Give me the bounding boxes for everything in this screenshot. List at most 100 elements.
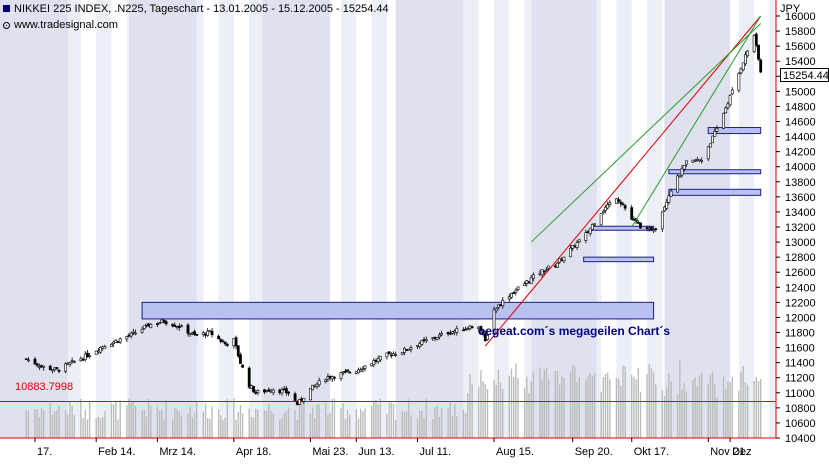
candle-body bbox=[453, 330, 457, 333]
volume-bar bbox=[497, 369, 500, 438]
volume-bar bbox=[392, 403, 395, 438]
candle-body bbox=[33, 358, 37, 365]
date-axis: 17. Feb 14. Mrz 14. Apr 18. Mai 23. Jun 13. Ju… bbox=[0, 437, 776, 458]
candle-body bbox=[55, 367, 59, 370]
candle-body bbox=[416, 345, 419, 347]
candle-body bbox=[621, 203, 625, 206]
volume-bar bbox=[362, 411, 364, 438]
y-tick-label: 10800 bbox=[785, 403, 816, 415]
candle-body bbox=[569, 247, 572, 258]
week-band bbox=[463, 0, 479, 438]
volume-bar bbox=[265, 410, 268, 438]
x-tick-label: Aug 15. bbox=[496, 446, 534, 458]
candle-body bbox=[466, 328, 470, 330]
candle-body bbox=[24, 358, 28, 360]
candle-body bbox=[284, 388, 288, 394]
candle-body bbox=[86, 352, 89, 358]
volume-bar bbox=[211, 406, 213, 438]
candle-body bbox=[256, 390, 260, 393]
candle-body bbox=[206, 330, 210, 336]
candle-body bbox=[287, 391, 290, 394]
candle-body bbox=[311, 384, 314, 391]
volume-bar bbox=[390, 402, 392, 438]
candle-body bbox=[326, 376, 330, 380]
candle-body bbox=[173, 325, 177, 327]
volume-bar bbox=[631, 374, 633, 438]
y-tick-label: 11400 bbox=[785, 358, 815, 370]
volume-bar bbox=[263, 410, 266, 438]
candle-body bbox=[298, 399, 301, 405]
candle-body bbox=[324, 379, 328, 382]
candle-body bbox=[376, 358, 380, 362]
y-tick-label: 14800 bbox=[785, 101, 816, 113]
volume-bar bbox=[692, 379, 694, 438]
source-link[interactable]: www.tradesignal.com bbox=[14, 19, 118, 31]
volume-bar bbox=[344, 419, 347, 438]
y-tick-label: 11200 bbox=[785, 373, 815, 385]
chart-square-icon bbox=[3, 5, 10, 12]
y-tick-label: 11600 bbox=[785, 343, 815, 355]
candle-body bbox=[481, 331, 485, 335]
volume-bar bbox=[191, 417, 194, 438]
candle-body bbox=[665, 201, 669, 209]
volume-bar bbox=[196, 401, 198, 438]
candle-body bbox=[247, 367, 251, 388]
candle-body bbox=[693, 160, 697, 162]
volume-bar bbox=[578, 377, 580, 438]
candle-body bbox=[604, 206, 607, 211]
candle-body bbox=[420, 340, 424, 345]
candle-body bbox=[241, 364, 245, 368]
volume-bar bbox=[423, 417, 425, 438]
candle-body bbox=[79, 358, 83, 362]
candle-body bbox=[455, 328, 459, 333]
candle-body bbox=[339, 372, 343, 379]
candle-body bbox=[188, 333, 192, 335]
volume-bar bbox=[744, 382, 747, 438]
volume-bar bbox=[237, 411, 239, 438]
candle-body bbox=[606, 204, 610, 209]
volume-bar bbox=[300, 401, 303, 438]
candle-body bbox=[713, 131, 717, 137]
channel-trendline bbox=[530, 23, 762, 243]
candle-body bbox=[678, 175, 682, 178]
volume-bar bbox=[38, 417, 41, 438]
volume-bar bbox=[279, 419, 281, 438]
volume-bar bbox=[408, 399, 410, 438]
volume-bar bbox=[388, 402, 390, 438]
candle-body bbox=[40, 365, 43, 367]
volume-bar bbox=[554, 371, 556, 438]
candle-body bbox=[370, 363, 374, 367]
volume-bar bbox=[176, 409, 178, 438]
volume-bar bbox=[556, 370, 559, 438]
volume-bar bbox=[303, 400, 305, 438]
volume-bar bbox=[27, 410, 30, 438]
candle-body bbox=[698, 159, 701, 162]
candle-body bbox=[571, 244, 575, 249]
volume-bar bbox=[563, 377, 565, 438]
volume-bar bbox=[650, 368, 653, 438]
volume-bar bbox=[615, 378, 618, 438]
support-trendline bbox=[484, 15, 762, 347]
candle-body bbox=[726, 103, 730, 109]
candle-body bbox=[37, 366, 41, 369]
candle-body bbox=[210, 330, 214, 336]
candle-body bbox=[254, 392, 258, 394]
candle-body bbox=[127, 334, 131, 337]
channel-trendline bbox=[631, 15, 762, 228]
candle-body bbox=[590, 224, 594, 230]
volume-bar bbox=[102, 416, 104, 438]
volume-bar bbox=[134, 405, 137, 438]
volume-bar bbox=[696, 386, 699, 438]
volume-bar bbox=[189, 406, 191, 438]
candle-body bbox=[278, 389, 282, 394]
volume-bar bbox=[241, 412, 244, 438]
y-tick-label: 13000 bbox=[785, 237, 816, 249]
candle-body bbox=[435, 337, 439, 340]
volume-bar bbox=[394, 419, 397, 438]
volume-bar bbox=[147, 398, 150, 438]
candle-body bbox=[715, 128, 719, 132]
candle-body bbox=[348, 371, 352, 374]
candle-body bbox=[709, 143, 712, 148]
candle-body bbox=[431, 337, 435, 340]
volume-bar bbox=[58, 405, 60, 438]
